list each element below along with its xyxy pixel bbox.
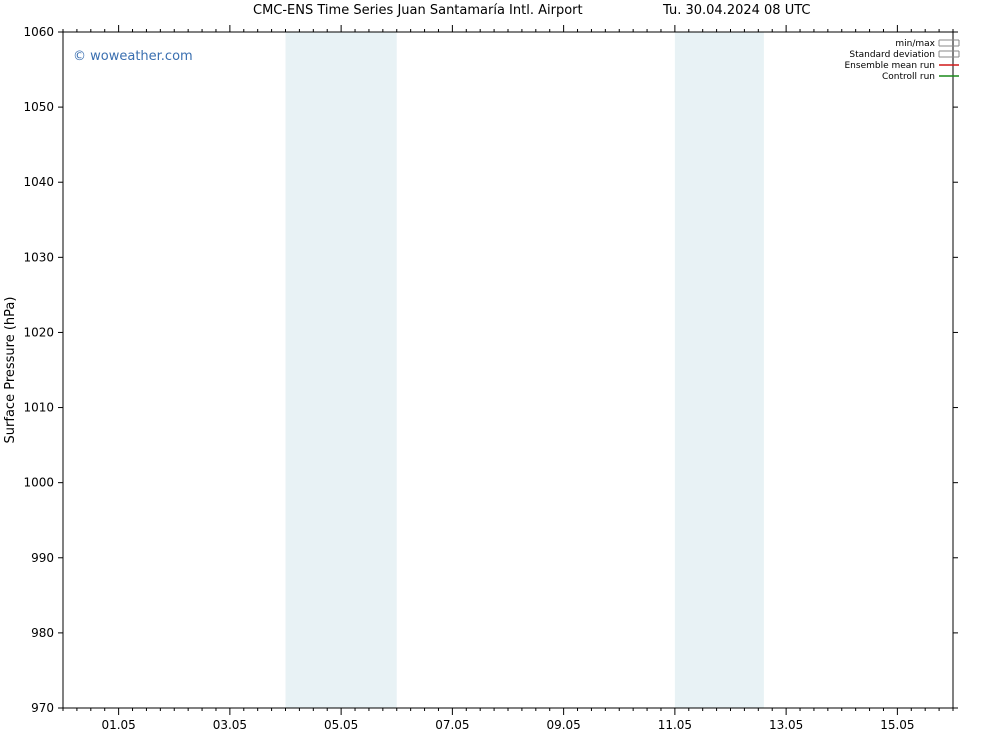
y-tick-label: 1060	[23, 25, 54, 39]
x-tick-label: 09.05	[546, 718, 580, 732]
legend-label: min/max	[895, 39, 935, 49]
y-tick-label: 970	[31, 701, 54, 715]
y-tick-label: 1030	[23, 250, 54, 264]
legend-label: Standard deviation	[849, 50, 935, 60]
legend-label: Ensemble mean run	[845, 61, 936, 71]
pressure-chart: 970 980 990 1000 1010 1020 1030 1040 1050 1060 Sur…	[0, 0, 1000, 733]
chart-container: 970 980 990 1000 1010 1020 1030 1040 1050 1060 Sur…	[0, 0, 1000, 733]
chart-title-right: Tu. 30.04.2024 08 UTC	[662, 3, 810, 18]
x-tick-label: 01.05	[101, 718, 135, 732]
y-tick-label: 1050	[23, 100, 54, 114]
x-tick-label: 07.05	[435, 718, 469, 732]
x-tick-label: 11.05	[658, 718, 692, 732]
y-tick-label: 1000	[23, 476, 54, 490]
y-tick-label: 1020	[23, 325, 54, 339]
watermark: © woweather.com	[73, 49, 193, 64]
x-tick-label: 03.05	[213, 718, 247, 732]
x-tick-label: 05.05	[324, 718, 358, 732]
y-tick-label: 1010	[23, 401, 54, 415]
x-tick-label: 13.05	[769, 718, 803, 732]
y-axis-label: Surface Pressure (hPa)	[3, 297, 18, 444]
chart-title-left: CMC-ENS Time Series Juan Santamaría Intl…	[253, 3, 583, 18]
legend-label: Controll run	[882, 72, 935, 82]
x-tick-label: 15.05	[880, 718, 914, 732]
y-tick-label: 980	[31, 626, 54, 640]
y-tick-label: 990	[31, 551, 54, 565]
y-tick-label: 1040	[23, 175, 54, 189]
